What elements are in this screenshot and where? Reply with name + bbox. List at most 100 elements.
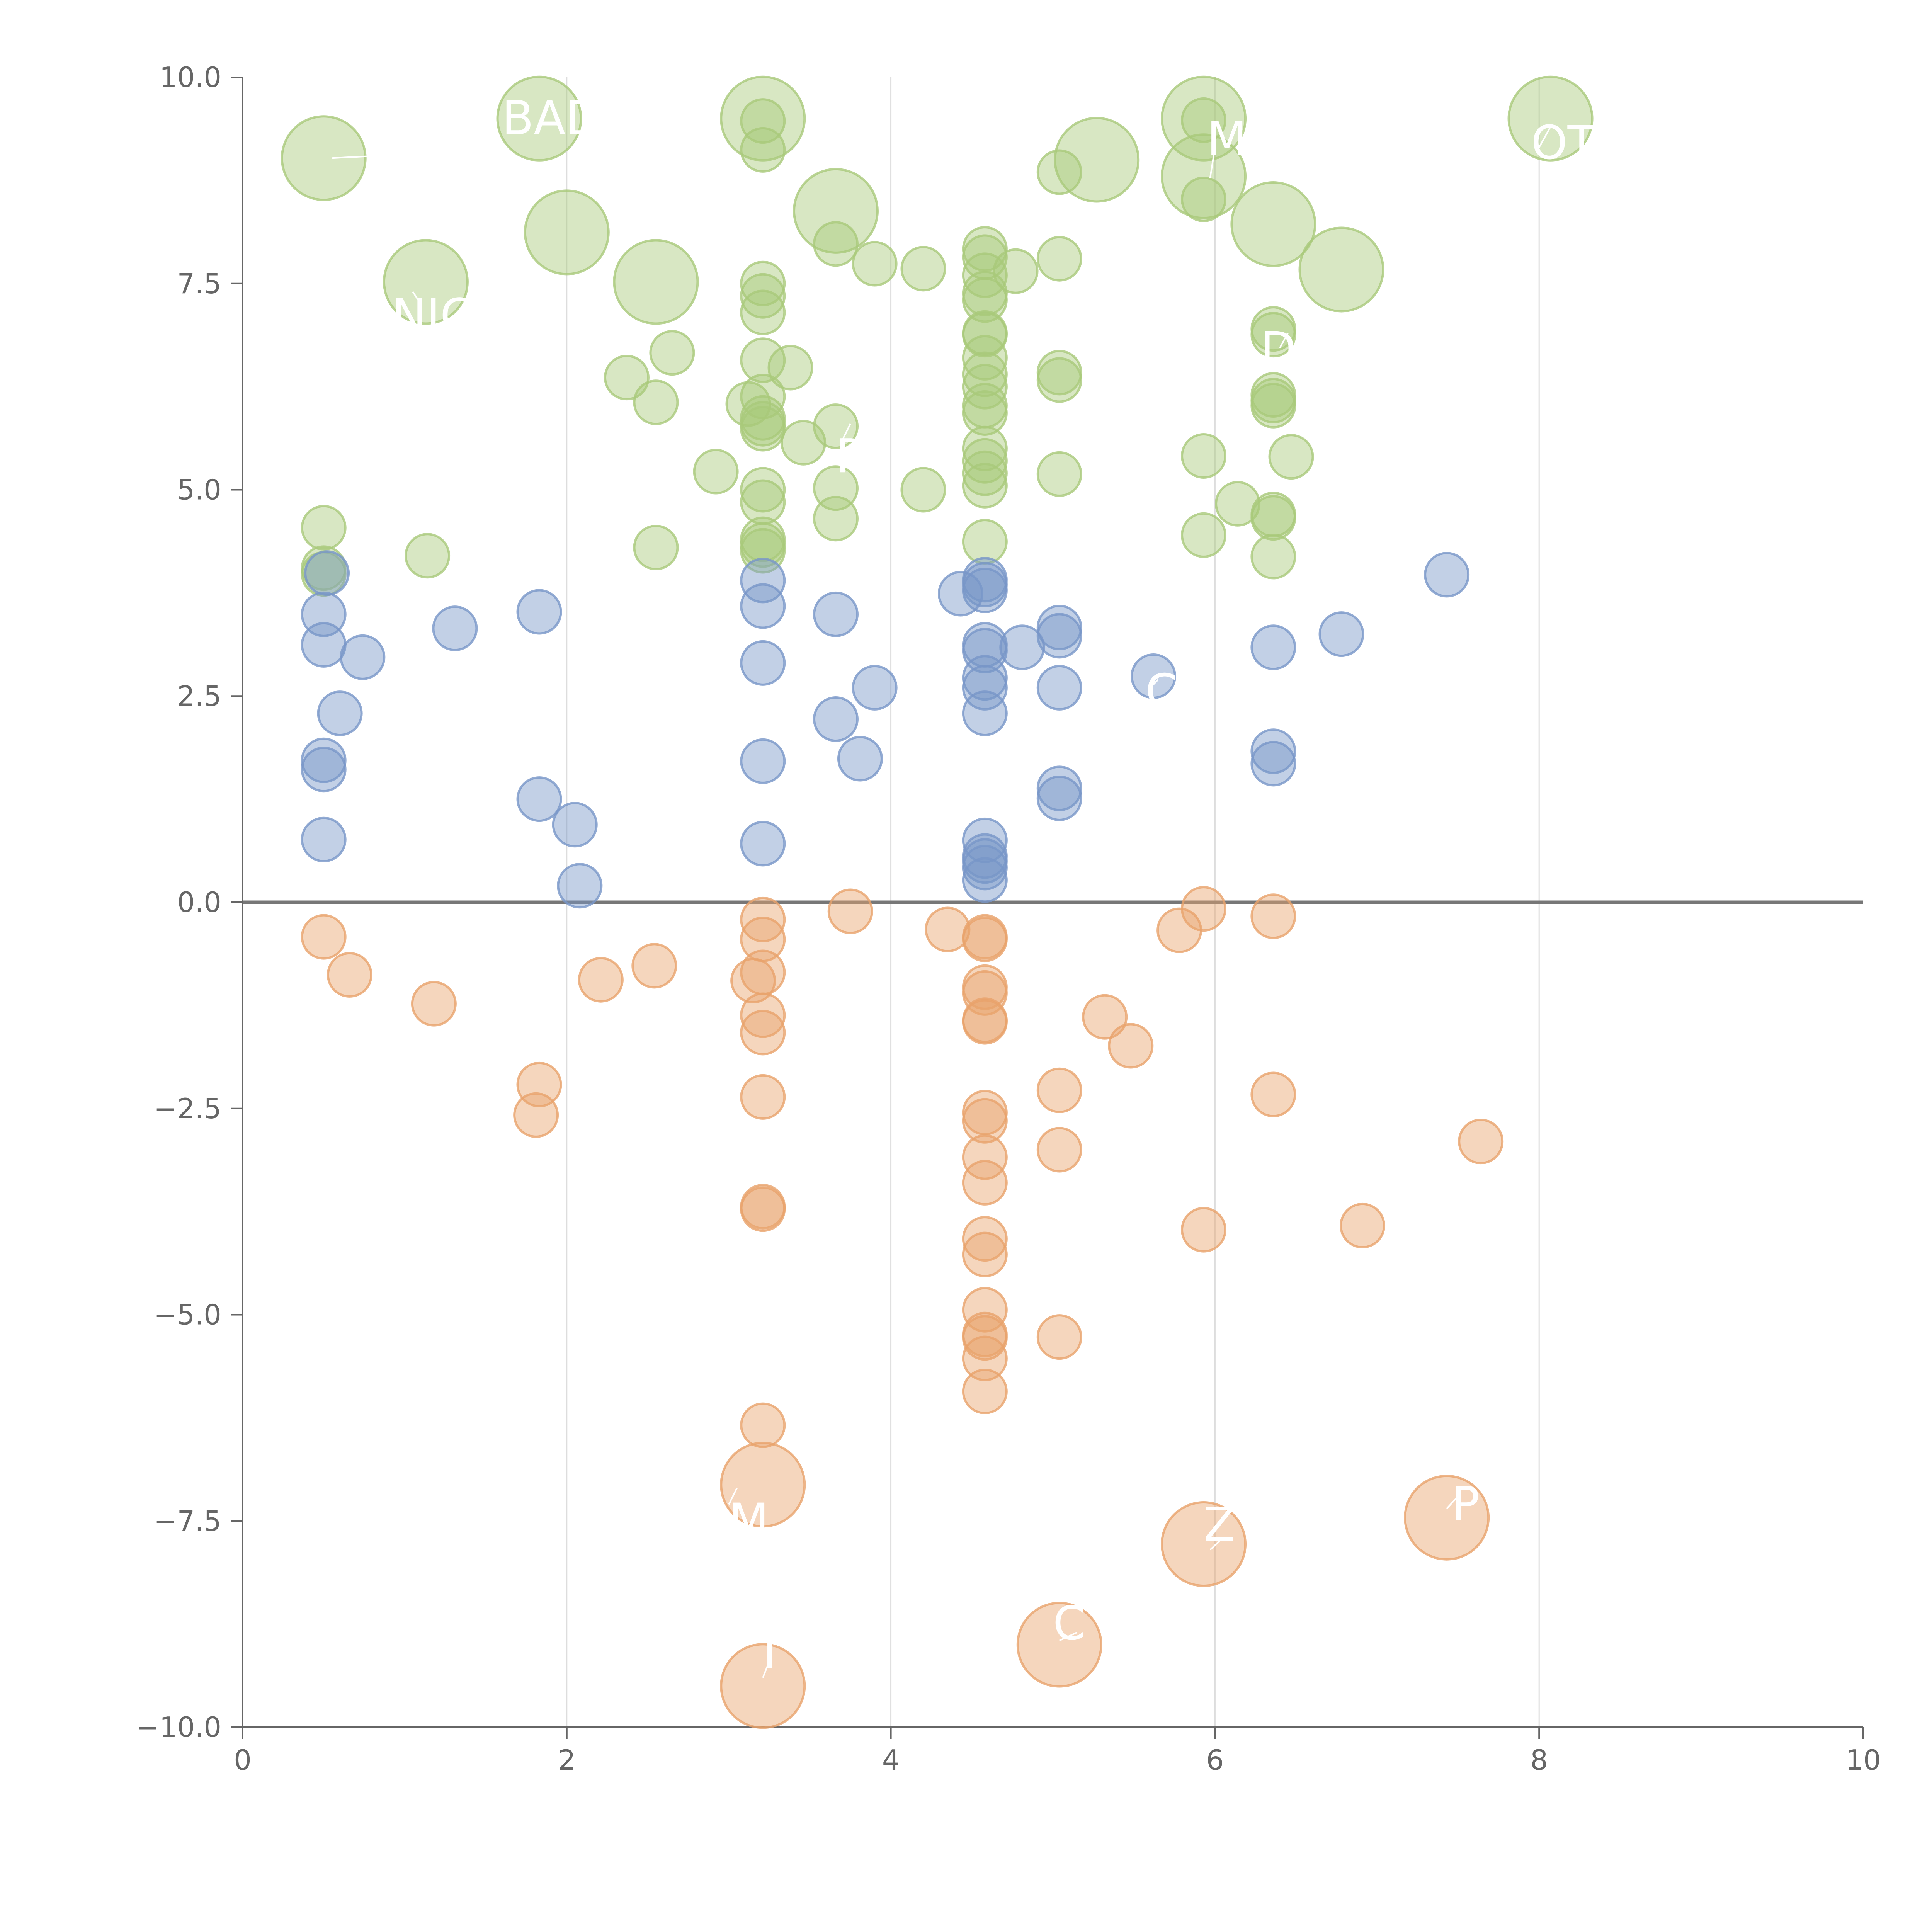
green-point	[383, 239, 469, 325]
green-point	[852, 241, 898, 287]
blue-point	[962, 665, 1008, 711]
orange-point	[962, 1216, 1008, 1262]
green-point	[793, 168, 879, 254]
blue-point	[432, 605, 478, 651]
green-point	[740, 127, 786, 173]
y-tick-label: −5.0	[154, 1299, 221, 1331]
green-point	[962, 463, 1008, 509]
orange-point	[1016, 1602, 1102, 1688]
blue-point	[1318, 611, 1364, 657]
orange-point	[720, 1643, 806, 1729]
green-point	[1507, 75, 1594, 162]
y-tick-label: 2.5	[177, 680, 221, 712]
orange-point	[1036, 1067, 1082, 1113]
blue-point	[962, 690, 1008, 736]
orange-point	[1250, 893, 1296, 939]
x-tick-label: 2	[558, 1744, 576, 1776]
annotation-label: CDR	[1145, 665, 1246, 719]
blue-point	[962, 857, 1008, 903]
green-point	[1181, 512, 1227, 558]
orange-point	[513, 1092, 559, 1138]
blue-point	[962, 655, 1008, 701]
annotation-line	[841, 423, 851, 441]
annotation-line	[762, 1661, 770, 1678]
blue-point	[1036, 613, 1082, 659]
green-point	[740, 337, 786, 383]
orange-point	[327, 952, 372, 998]
orange-point	[1181, 1207, 1227, 1253]
green-point	[962, 390, 1008, 436]
blue-point	[1131, 653, 1177, 699]
annotation-line	[1059, 1631, 1078, 1641]
green-point	[633, 524, 679, 570]
annotation-label: OTX	[1531, 116, 1628, 170]
green-point	[604, 355, 650, 401]
annotation-label: BAD	[502, 92, 601, 145]
blue-point	[340, 634, 386, 680]
orange-point	[740, 1074, 786, 1120]
green-point	[1036, 357, 1082, 403]
blue-point	[962, 845, 1008, 891]
annotation-line	[1279, 332, 1289, 349]
annotation-line	[1150, 679, 1159, 689]
green-point	[962, 252, 1008, 298]
axes: 0 2 4 6 8 10 10.0 7.5 5.0 2.5 0.0 −2.5 −5.0 −7.5 −10.0	[136, 61, 1881, 1776]
y-tick-label: 5.0	[177, 474, 221, 506]
blue-point	[317, 690, 363, 736]
green-point	[1181, 433, 1227, 479]
orange-point	[962, 1098, 1008, 1144]
green-point	[740, 406, 786, 452]
blue-point	[740, 558, 786, 604]
annotation-line	[1538, 126, 1551, 148]
orange-point	[1036, 1127, 1082, 1173]
blue-point	[1250, 728, 1296, 774]
orange-point	[1161, 1501, 1247, 1587]
blue-point	[837, 736, 883, 782]
green-point	[962, 277, 1008, 323]
green-point	[740, 289, 786, 335]
green-point	[1036, 451, 1082, 497]
blue-point	[740, 640, 786, 686]
annotation-label: R	[836, 430, 868, 483]
blue-point	[557, 863, 603, 909]
y-tick-label: −10.0	[136, 1711, 221, 1743]
x-tick-label: 10	[1845, 1744, 1881, 1776]
blue-point	[813, 696, 859, 742]
green-point	[1036, 236, 1082, 282]
annotation-label: M	[1207, 112, 1247, 166]
green-point	[962, 351, 1008, 397]
blue-point	[999, 624, 1045, 670]
blue-point	[301, 747, 347, 793]
green-point	[524, 189, 610, 276]
annotations: BAD M OTX NIC D R CDR M Z P C I	[332, 92, 1628, 1680]
annotation-line	[1209, 147, 1216, 178]
green-point	[301, 505, 347, 551]
x-tick-label: 8	[1530, 1744, 1548, 1776]
orange-point	[301, 914, 347, 960]
green-point	[720, 75, 806, 162]
annotation-label: NIC	[392, 289, 473, 343]
green-point	[740, 273, 786, 319]
orange-point	[827, 888, 873, 934]
green-point	[900, 246, 946, 292]
orange-point	[962, 917, 1008, 963]
blue-point	[813, 591, 859, 637]
green-point	[1250, 495, 1296, 541]
blue-point	[301, 816, 347, 862]
orange-point	[925, 906, 971, 952]
blue-point	[1036, 775, 1082, 821]
y-tick-label: 0.0	[177, 886, 221, 918]
annotation-line	[728, 1487, 738, 1505]
orange-point	[1108, 1023, 1154, 1069]
green-point	[1054, 117, 1140, 203]
green-point	[496, 75, 582, 162]
green-point	[813, 496, 859, 542]
green-point	[405, 533, 451, 579]
orange-point	[740, 992, 786, 1038]
green-point	[281, 115, 367, 201]
blue-point	[740, 821, 786, 867]
annotation-label: Z	[1204, 1498, 1235, 1552]
green-point	[900, 467, 946, 513]
annotation-line	[1209, 1537, 1224, 1551]
